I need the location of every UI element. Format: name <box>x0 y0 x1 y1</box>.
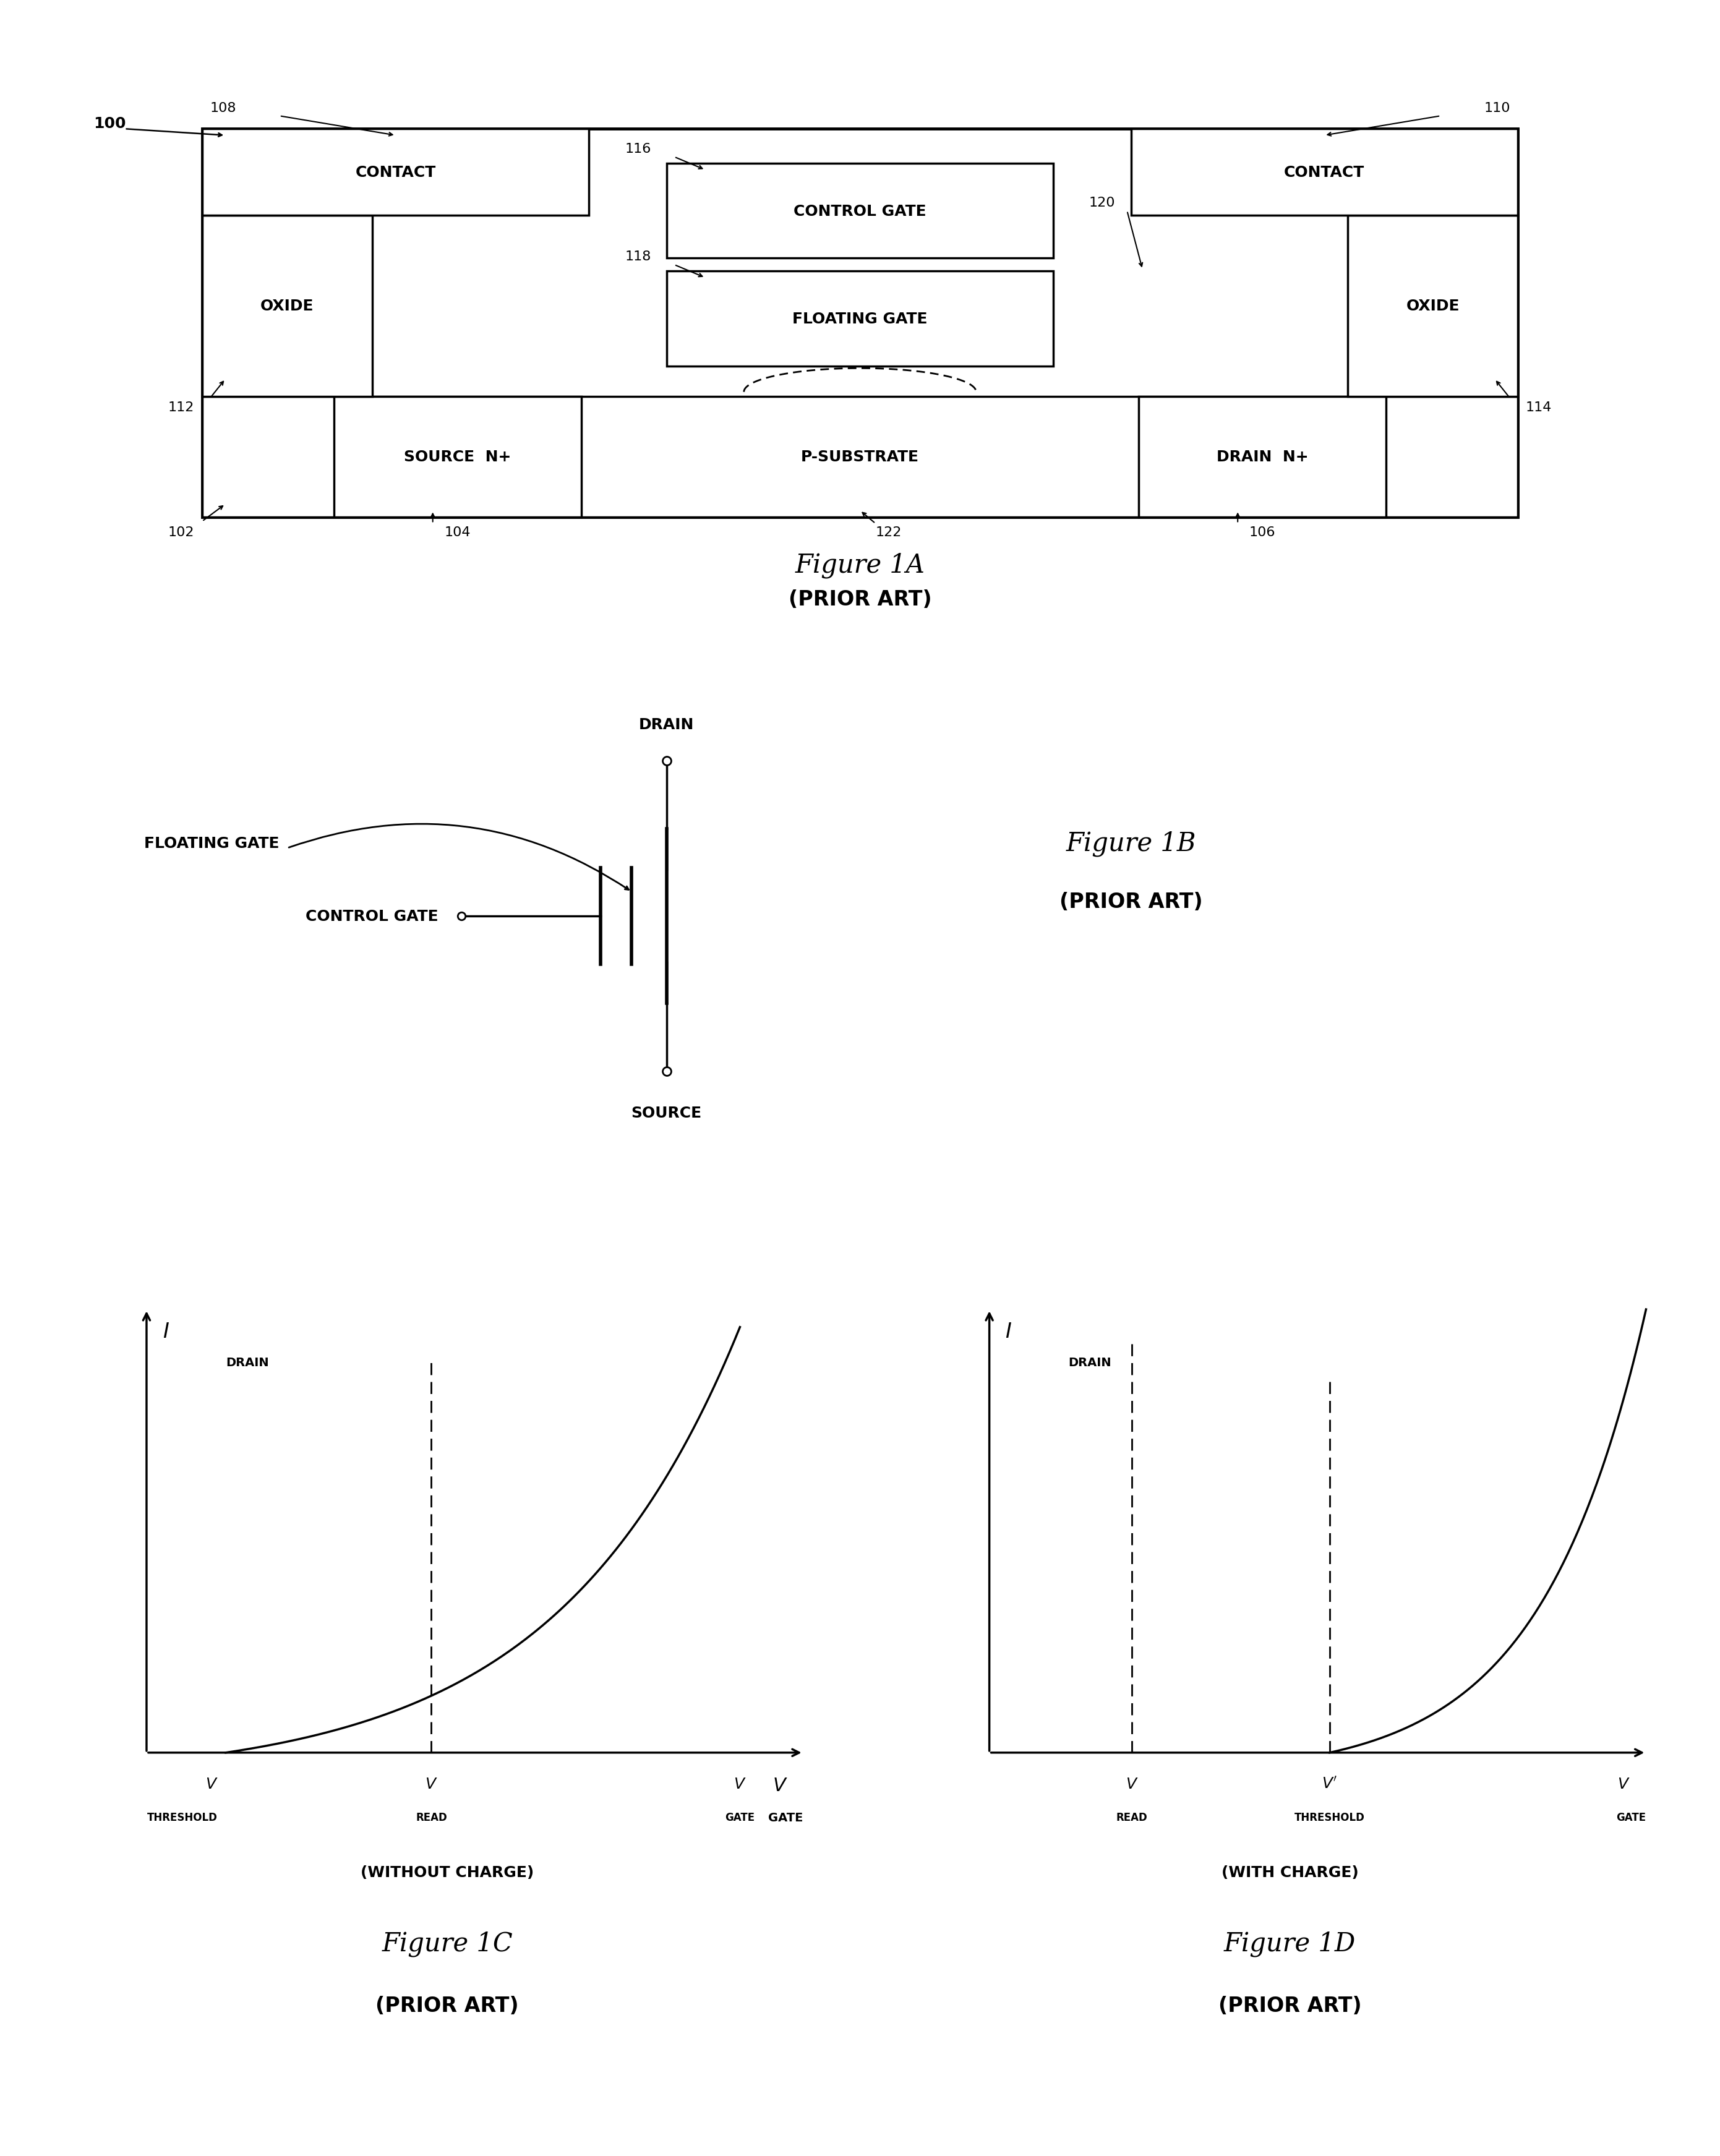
Text: $V'$: $V'$ <box>1321 1777 1338 1792</box>
Text: GATE: GATE <box>1617 1811 1646 1824</box>
Text: 104: 104 <box>444 526 471 539</box>
Text: DRAIN: DRAIN <box>1068 1356 1111 1369</box>
Text: FLOATING GATE: FLOATING GATE <box>144 837 279 852</box>
Text: 120: 120 <box>1089 196 1116 209</box>
Text: (PRIOR ART): (PRIOR ART) <box>1218 1994 1362 2016</box>
Bar <box>203 216 373 397</box>
Text: 100: 100 <box>93 116 126 132</box>
Text: THRESHOLD: THRESHOLD <box>148 1811 218 1824</box>
Bar <box>1139 397 1386 517</box>
Text: 110: 110 <box>1484 101 1510 114</box>
Text: 118: 118 <box>624 250 650 263</box>
Text: 108: 108 <box>210 101 236 114</box>
Text: GATE: GATE <box>726 1811 755 1824</box>
Bar <box>334 397 581 517</box>
Text: $I$: $I$ <box>1004 1322 1011 1341</box>
Text: Figure 1A: Figure 1A <box>795 552 925 578</box>
Text: CONTACT: CONTACT <box>1285 166 1364 179</box>
Text: (PRIOR ART): (PRIOR ART) <box>375 1994 519 2016</box>
Text: $V$: $V$ <box>1617 1777 1631 1792</box>
Text: Figure 1C: Figure 1C <box>382 1930 513 1955</box>
Text: OXIDE: OXIDE <box>1405 300 1460 313</box>
Text: $V$: $V$ <box>772 1777 788 1794</box>
Text: CONTACT: CONTACT <box>356 166 435 179</box>
Text: 106: 106 <box>1249 526 1276 539</box>
Text: Figure 1D: Figure 1D <box>1225 1930 1355 1955</box>
Bar <box>203 129 588 216</box>
Bar <box>667 272 1053 367</box>
Text: $V$: $V$ <box>1125 1777 1139 1792</box>
Text: THRESHOLD: THRESHOLD <box>1295 1811 1364 1824</box>
Text: (PRIOR ART): (PRIOR ART) <box>788 589 932 610</box>
Text: CONTROL GATE: CONTROL GATE <box>793 205 927 218</box>
Text: READ: READ <box>416 1811 447 1824</box>
Text: $I$: $I$ <box>162 1322 169 1341</box>
Text: DRAIN: DRAIN <box>225 1356 268 1369</box>
Text: DRAIN: DRAIN <box>638 718 695 733</box>
Text: $V$: $V$ <box>205 1777 218 1792</box>
Text: P-SUBSTRATE: P-SUBSTRATE <box>802 451 918 464</box>
Text: SOURCE: SOURCE <box>631 1106 702 1121</box>
Bar <box>203 129 1517 517</box>
Text: SOURCE  N+: SOURCE N+ <box>404 451 511 464</box>
Text: 122: 122 <box>875 526 901 539</box>
Text: GATE: GATE <box>769 1811 803 1824</box>
Text: 114: 114 <box>1526 401 1551 414</box>
Text: READ: READ <box>1116 1811 1147 1824</box>
Text: (PRIOR ART): (PRIOR ART) <box>1060 893 1202 912</box>
Text: $V$: $V$ <box>425 1777 437 1792</box>
Bar <box>203 397 1517 517</box>
Bar <box>1348 216 1517 397</box>
Text: DRAIN  N+: DRAIN N+ <box>1216 451 1309 464</box>
Bar <box>1132 129 1517 216</box>
Text: (WITH CHARGE): (WITH CHARGE) <box>1221 1865 1359 1880</box>
Text: 116: 116 <box>624 142 650 155</box>
Text: 102: 102 <box>169 526 194 539</box>
Text: Figure 1B: Figure 1B <box>1066 830 1195 856</box>
Text: 112: 112 <box>169 401 194 414</box>
Text: FLOATING GATE: FLOATING GATE <box>793 313 927 326</box>
Text: $V$: $V$ <box>734 1777 746 1792</box>
Text: OXIDE: OXIDE <box>260 300 315 313</box>
Text: (WITHOUT CHARGE): (WITHOUT CHARGE) <box>361 1865 533 1880</box>
Text: CONTROL GATE: CONTROL GATE <box>306 910 439 923</box>
Bar <box>667 164 1053 259</box>
